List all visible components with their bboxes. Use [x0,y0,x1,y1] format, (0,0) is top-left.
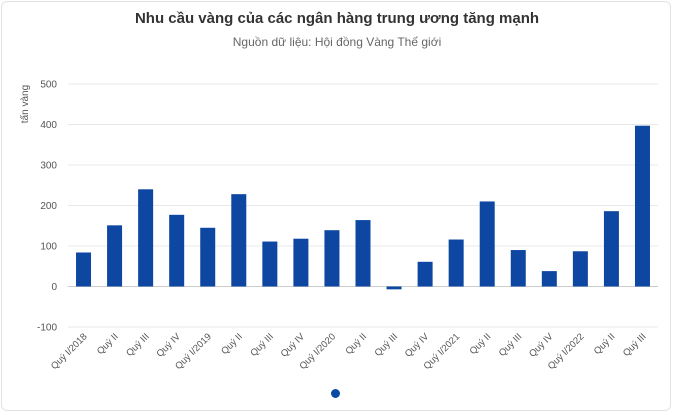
bar[interactable] [479,201,495,287]
x-tick-label: Quý I/2018 [49,331,90,372]
bar[interactable] [138,189,154,287]
bar[interactable] [417,261,433,287]
x-tick-label: Quý III [621,331,649,359]
bar[interactable] [169,214,185,287]
x-tick-label: Quý II [343,331,369,357]
bar[interactable] [262,241,278,287]
bar[interactable] [541,271,557,287]
x-tick-label: Quý III [248,331,276,359]
x-tick-label: Quý IV [154,331,183,360]
x-tick-label: Quý IV [527,331,556,360]
x-tick-label: Quý II [592,331,618,357]
y-tick-label: 100 [40,242,57,253]
y-tick-label: -100 [37,323,57,334]
bar[interactable] [231,194,247,287]
pagination-dot[interactable] [331,389,340,398]
y-tick-label: 400 [40,120,57,131]
y-tick-label: 500 [40,80,57,91]
x-tick-label: Quý IV [403,331,432,360]
y-axis-ticks: -100 0 100 200 300 400 500 [37,80,57,334]
y-tick-label: 300 [40,161,57,172]
bar[interactable] [603,211,619,287]
x-tick-label: Quý III [124,331,152,359]
chart-subtitle: Nguồn dữ liệu: Hội đồng Vàng Thế giới [232,35,442,49]
bar[interactable] [572,251,588,287]
bar[interactable] [107,225,123,287]
chart-title: Nhu cầu vàng của các ngân hàng trung ươn… [134,10,540,27]
bar[interactable] [76,252,92,287]
bar[interactable] [355,220,371,287]
gridlines [68,83,658,328]
y-axis-label: tấn vàng [19,85,31,123]
y-tick-label: 0 [51,282,57,293]
bar[interactable] [200,227,216,287]
bar[interactable] [448,239,464,287]
x-tick-label: Quý II [468,331,494,357]
bar[interactable] [324,230,340,287]
x-tick-label: Quý II [219,331,245,357]
bar[interactable] [386,286,402,290]
x-tick-label: Quý IV [279,331,308,360]
bar[interactable] [634,125,650,287]
bars [76,125,650,290]
y-tick-label: 200 [40,201,57,212]
x-tick-label: Quý III [497,331,525,359]
x-tick-label: Quý III [373,331,401,359]
x-tick-label: Quý II [95,331,121,357]
bar[interactable] [510,250,526,287]
bar[interactable] [293,238,309,287]
